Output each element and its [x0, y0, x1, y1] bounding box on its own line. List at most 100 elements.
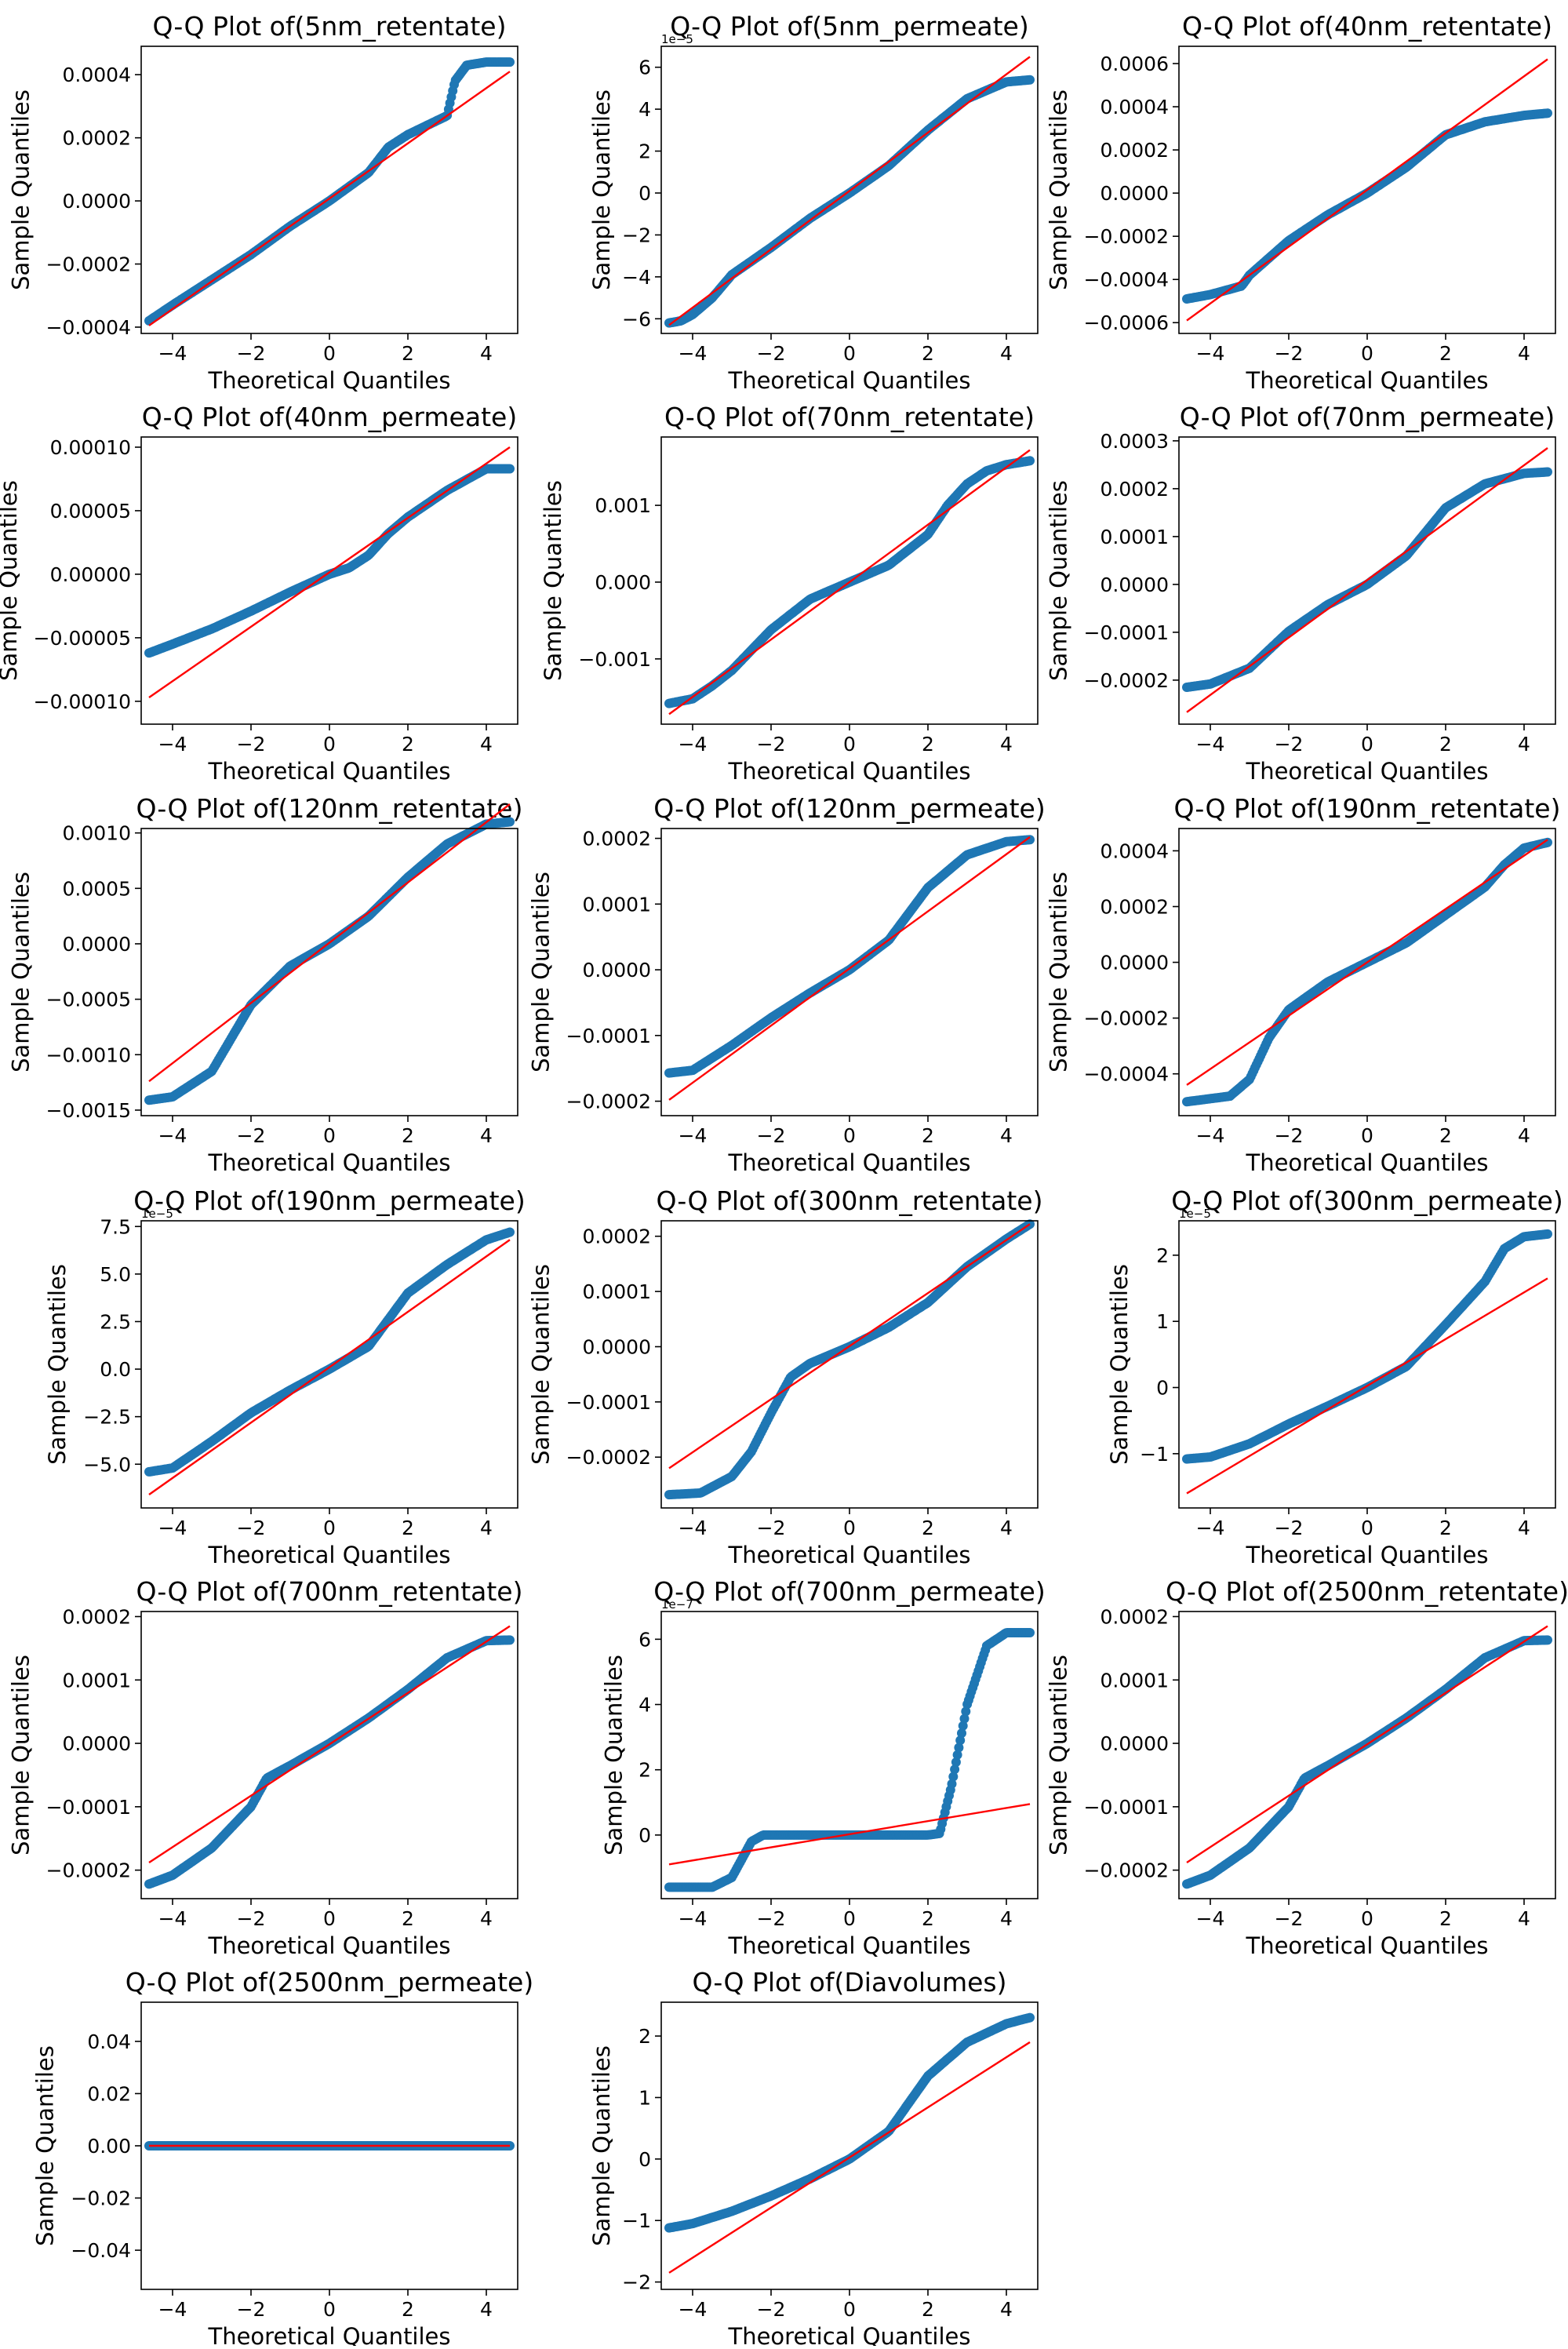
- x-axis-label: Theoretical Quantiles: [207, 1932, 450, 1959]
- x-tick-label: −4: [158, 1517, 187, 1539]
- y-tick-label: 0.0: [100, 1358, 131, 1381]
- y-tick-label: 0.0004: [63, 64, 131, 86]
- y-tick-label: 0.0000: [63, 190, 131, 213]
- y-tick-label: −1: [1140, 1443, 1169, 1466]
- x-axis-label: Theoretical Quantiles: [1245, 1542, 1488, 1568]
- x-tick-label: −4: [678, 1124, 708, 1147]
- y-tick-label: −0.0002: [1084, 669, 1169, 692]
- x-tick-label: 2: [1439, 1124, 1452, 1147]
- x-tick-label: −4: [1196, 1124, 1225, 1147]
- y-tick-label: −0.0001: [1084, 621, 1169, 644]
- y-tick-label: −0.0002: [1084, 1859, 1169, 1882]
- sample-point: [1543, 108, 1552, 118]
- y-tick-label: 0.0001: [583, 1280, 651, 1303]
- y-tick-label: 0.00: [87, 2135, 131, 2158]
- y-tick-label: 0.02: [87, 2082, 131, 2105]
- y-tick-label: −0.02: [71, 2187, 131, 2210]
- y-tick-label: −0.00010: [34, 690, 131, 713]
- subplot-title: Q-Q Plot of(70nm_permeate): [1180, 402, 1555, 432]
- sample-point: [505, 818, 515, 827]
- x-tick-label: 4: [1000, 733, 1013, 756]
- y-tick-label: 0.0000: [1101, 574, 1169, 596]
- x-tick-label: −4: [678, 1907, 708, 1930]
- y-tick-label: 0.0002: [1101, 478, 1169, 501]
- x-tick-label: 4: [1518, 1517, 1530, 1539]
- y-tick-label: 0: [638, 182, 651, 205]
- x-tick-label: 2: [922, 733, 934, 756]
- y-tick-label: −0.0004: [46, 316, 131, 339]
- x-tick-label: 2: [1439, 733, 1452, 756]
- x-tick-label: −2: [237, 1907, 266, 1930]
- x-tick-label: 0: [323, 342, 336, 365]
- x-tick-label: −2: [757, 342, 786, 365]
- x-tick-label: 4: [1518, 1124, 1530, 1147]
- y-tick-label: 6: [638, 56, 651, 79]
- y-tick-label: 0: [638, 2148, 651, 2171]
- y-tick-label: −0.0004: [1084, 1063, 1169, 1086]
- x-axis-label: Theoretical Quantiles: [1245, 1149, 1488, 1176]
- sample-point: [1543, 468, 1552, 477]
- y-tick-label: −0.00005: [34, 627, 131, 650]
- x-tick-label: 0: [843, 1907, 856, 1930]
- subplot-title: Q-Q Plot of(70nm_retentate): [664, 402, 1035, 432]
- y-axis-label: Sample Quantiles: [588, 2045, 615, 2246]
- y-tick-label: 0.0002: [1101, 139, 1169, 162]
- y-tick-label: −1: [622, 2209, 651, 2232]
- x-tick-label: −2: [1275, 1907, 1304, 1930]
- y-axis-label: Sample Quantiles: [1106, 1264, 1133, 1465]
- y-axis-label: Sample Quantiles: [528, 872, 555, 1073]
- x-tick-label: −4: [158, 2298, 187, 2321]
- y-tick-label: 0.0001: [583, 893, 651, 916]
- y-axis-label: Sample Quantiles: [588, 89, 615, 290]
- y-tick-label: −0.0001: [46, 1796, 131, 1819]
- x-tick-label: 4: [480, 1517, 493, 1539]
- x-tick-label: 0: [1361, 342, 1373, 365]
- x-tick-label: −2: [757, 2298, 786, 2321]
- x-axis-label: Theoretical Quantiles: [207, 1149, 450, 1176]
- x-tick-label: 2: [402, 1907, 414, 1930]
- y-tick-label: 7.5: [100, 1215, 131, 1238]
- sample-point: [505, 57, 515, 67]
- sample-point: [1025, 1628, 1035, 1637]
- x-axis-label: Theoretical Quantiles: [1245, 367, 1488, 394]
- y-tick-label: 1: [638, 2086, 651, 2109]
- y-tick-label: 6: [638, 1628, 651, 1651]
- y-axis-label: Sample Quantiles: [1046, 480, 1072, 681]
- x-tick-label: 0: [843, 1517, 856, 1539]
- y-tick-label: 4: [638, 1694, 651, 1717]
- x-axis-label: Theoretical Quantiles: [207, 2323, 450, 2346]
- y-tick-label: −0.001: [578, 648, 651, 671]
- y-tick-label: 2: [638, 1759, 651, 1782]
- subplot-title: Q-Q Plot of(700nm_retentate): [136, 1576, 523, 1607]
- x-tick-label: −2: [237, 342, 266, 365]
- subplot-title: Q-Q Plot of(5nm_retentate): [153, 11, 507, 42]
- subplot-title: Q-Q Plot of(190nm_retentate): [1174, 793, 1561, 824]
- x-axis-label: Theoretical Quantiles: [207, 1542, 450, 1568]
- y-tick-label: 0.00010: [50, 436, 131, 459]
- y-tick-label: −6: [622, 308, 651, 330]
- y-axis-label: Sample Quantiles: [601, 1655, 628, 1856]
- plot-area: [141, 829, 518, 1116]
- subplot-title: Q-Q Plot of(2500nm_permeate): [126, 1967, 533, 1998]
- y-tick-label: 2.5: [100, 1310, 131, 1333]
- x-axis-label: Theoretical Quantiles: [207, 367, 450, 394]
- sample-point: [1543, 1229, 1552, 1239]
- x-tick-label: −4: [678, 2298, 708, 2321]
- y-tick-label: 0.0003: [1101, 430, 1169, 453]
- x-tick-label: −4: [678, 342, 708, 365]
- x-tick-label: −2: [1275, 342, 1304, 365]
- y-tick-label: 2: [638, 2025, 651, 2048]
- x-tick-label: 4: [480, 1907, 493, 1930]
- x-axis-label: Theoretical Quantiles: [727, 1542, 970, 1568]
- y-tick-label: 0.0002: [63, 127, 131, 150]
- subplot-title: Q-Q Plot of(5nm_permeate): [670, 11, 1028, 42]
- x-tick-label: 2: [1439, 342, 1452, 365]
- y-tick-label: −0.0006: [1084, 311, 1169, 334]
- y-tick-label: 0.0001: [1101, 1669, 1169, 1692]
- y-tick-label: 1: [1156, 1310, 1169, 1333]
- y-axis-label: Sample Quantiles: [0, 480, 22, 681]
